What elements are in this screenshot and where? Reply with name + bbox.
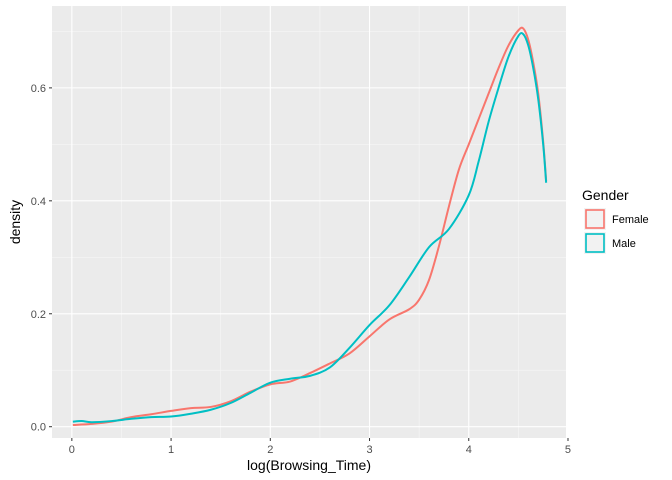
y-tick-label: 0.6 <box>31 83 46 95</box>
y-tick-label: 0.0 <box>31 422 46 434</box>
legend-title: Gender <box>582 187 629 203</box>
y-axis-title: density <box>7 200 23 244</box>
y-tick-label: 0.4 <box>31 196 46 208</box>
y-tick-label: 0.2 <box>31 309 46 321</box>
x-tick-label: 4 <box>466 444 472 456</box>
x-tick-label: 3 <box>366 444 372 456</box>
x-tick-label: 2 <box>267 444 273 456</box>
series-layer <box>72 26 548 427</box>
x-axis: 0 1 2 3 4 5 <box>69 438 571 456</box>
legend-label-female: Female <box>612 214 649 226</box>
legend-key-bg <box>584 208 606 230</box>
plot-panel <box>52 6 566 438</box>
legend: Gender Female Male <box>582 187 649 254</box>
y-axis: 0.0 0.2 0.4 0.6 <box>31 83 52 434</box>
density-line-male <box>72 32 548 424</box>
minor-grid <box>52 6 566 438</box>
legend-key-swatch <box>585 209 605 229</box>
x-tick-label: 1 <box>168 444 174 456</box>
major-grid <box>52 6 569 438</box>
density-line-female <box>72 26 548 427</box>
x-axis-title: log(Browsing_Time) <box>247 457 371 473</box>
legend-key-bg <box>584 232 606 254</box>
x-tick-label: 5 <box>565 444 571 456</box>
x-tick-label: 0 <box>69 444 75 456</box>
legend-key-swatch <box>585 233 605 253</box>
legend-label-male: Male <box>612 238 636 250</box>
